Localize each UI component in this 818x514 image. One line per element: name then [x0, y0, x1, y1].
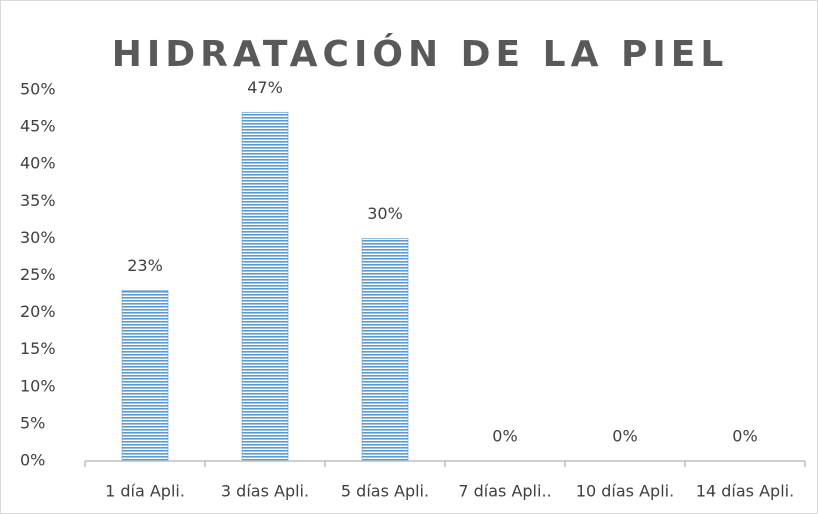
- x-tick-label: 7 días Apli..: [458, 482, 551, 501]
- y-tick-label: 25%: [20, 265, 56, 284]
- bar: [121, 290, 169, 462]
- y-tick-label: 5%: [20, 413, 45, 432]
- x-tick-label: 14 días Apli.: [696, 482, 794, 501]
- chart-title: HIDRATACIÓN DE LA PIEL: [112, 33, 729, 75]
- value-label: 23%: [127, 256, 163, 275]
- value-label: 0%: [612, 427, 637, 446]
- bar: [361, 238, 409, 462]
- y-tick-label: 20%: [20, 302, 56, 321]
- y-tick-label: 35%: [20, 191, 56, 210]
- y-tick-label: 40%: [20, 154, 56, 173]
- x-tick-label: 5 días Apli.: [341, 482, 429, 501]
- value-label: 47%: [247, 78, 283, 97]
- value-label: 30%: [367, 204, 403, 223]
- bar: [241, 111, 289, 462]
- value-label: 0%: [492, 427, 517, 446]
- value-label: 0%: [732, 427, 757, 446]
- x-tick-label: 3 días Apli.: [221, 482, 309, 501]
- y-tick-label: 10%: [20, 376, 56, 395]
- y-tick-label: 15%: [20, 339, 56, 358]
- x-tick-label: 10 días Apli.: [576, 482, 674, 501]
- y-tick-label: 45%: [20, 117, 56, 136]
- y-tick-label: 30%: [20, 228, 56, 247]
- y-tick-label: 0%: [20, 451, 45, 470]
- y-tick-label: 50%: [20, 80, 56, 99]
- x-tick-label: 1 día Apli.: [105, 482, 185, 501]
